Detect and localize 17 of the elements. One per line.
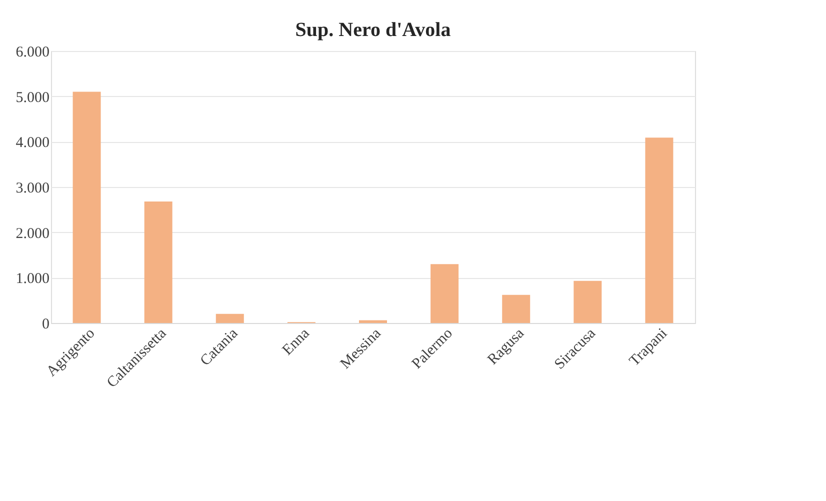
chart-title: Sup. Nero d'Avola: [295, 19, 451, 41]
y-tick-label: 4.000: [16, 135, 50, 152]
bar: [359, 320, 387, 323]
y-tick-label: 3.000: [16, 180, 50, 196]
bar: [216, 314, 244, 323]
bar: [430, 264, 459, 323]
bar: [574, 280, 602, 323]
x-tick-label: Enna: [280, 325, 313, 359]
y-tick-label: 0: [42, 316, 50, 332]
y-tick-label: 2.000: [16, 226, 50, 242]
bar: [502, 294, 530, 323]
y-tick-label: 6.000: [16, 44, 50, 60]
y-tick-label: 5.000: [16, 90, 50, 106]
bar: [72, 92, 101, 323]
bar: [645, 138, 674, 323]
y-tick-label: 1.000: [16, 271, 50, 288]
bar: [144, 202, 172, 323]
